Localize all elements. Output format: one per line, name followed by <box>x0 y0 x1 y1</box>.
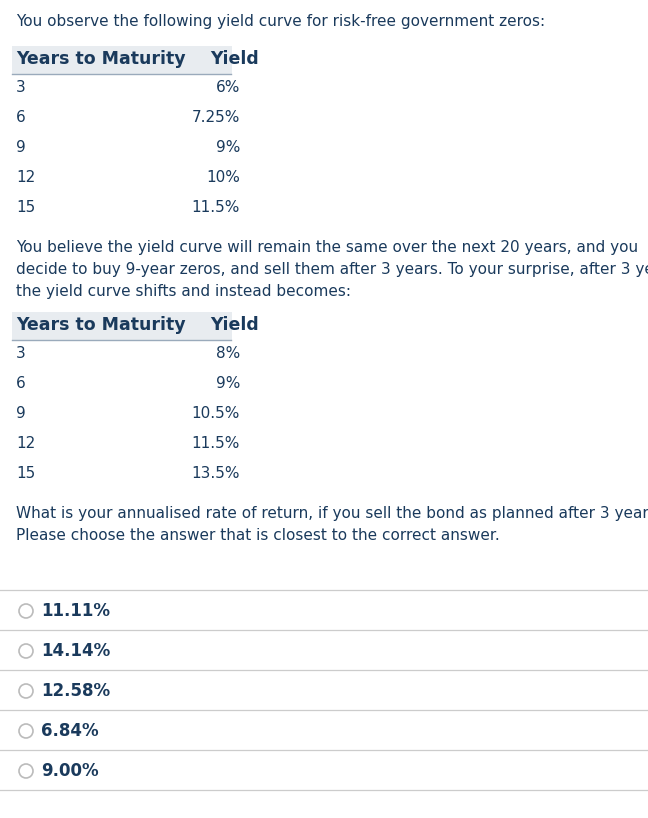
Text: 14.14%: 14.14% <box>41 642 110 660</box>
Text: You observe the following yield curve for risk-free government zeros:: You observe the following yield curve fo… <box>16 14 545 29</box>
Text: 11.5%: 11.5% <box>192 436 240 451</box>
Text: the yield curve shifts and instead becomes:: the yield curve shifts and instead becom… <box>16 284 351 299</box>
FancyBboxPatch shape <box>12 46 232 74</box>
Text: 11.5%: 11.5% <box>192 200 240 215</box>
Text: 7.25%: 7.25% <box>192 110 240 125</box>
Text: 6%: 6% <box>216 80 240 95</box>
Text: What is your annualised rate of return, if you sell the bond as planned after 3 : What is your annualised rate of return, … <box>16 506 648 521</box>
Text: 15: 15 <box>16 200 35 215</box>
Text: 10.5%: 10.5% <box>192 406 240 421</box>
Text: decide to buy 9-year zeros, and sell them after 3 years. To your surprise, after: decide to buy 9-year zeros, and sell the… <box>16 262 648 277</box>
Text: 6.84%: 6.84% <box>41 722 98 740</box>
Text: 6: 6 <box>16 110 26 125</box>
Text: 12: 12 <box>16 436 35 451</box>
Text: Yield: Yield <box>210 50 259 68</box>
Text: Please choose the answer that is closest to the correct answer.: Please choose the answer that is closest… <box>16 528 500 543</box>
FancyBboxPatch shape <box>12 312 232 340</box>
Text: 9%: 9% <box>216 376 240 391</box>
Text: Years to Maturity: Years to Maturity <box>16 50 185 68</box>
Text: 11.11%: 11.11% <box>41 602 110 620</box>
Text: 9.00%: 9.00% <box>41 762 98 780</box>
Text: 12.58%: 12.58% <box>41 682 110 700</box>
Text: 6: 6 <box>16 376 26 391</box>
Text: 8%: 8% <box>216 346 240 361</box>
Text: You believe the yield curve will remain the same over the next 20 years, and you: You believe the yield curve will remain … <box>16 240 638 255</box>
Text: 9: 9 <box>16 140 26 155</box>
Text: 13.5%: 13.5% <box>192 466 240 481</box>
Text: 9%: 9% <box>216 140 240 155</box>
Text: 15: 15 <box>16 466 35 481</box>
Text: 3: 3 <box>16 80 26 95</box>
Text: 12: 12 <box>16 170 35 185</box>
Text: 9: 9 <box>16 406 26 421</box>
Text: 3: 3 <box>16 346 26 361</box>
Text: Years to Maturity: Years to Maturity <box>16 316 185 334</box>
Text: Yield: Yield <box>210 316 259 334</box>
Text: 10%: 10% <box>206 170 240 185</box>
